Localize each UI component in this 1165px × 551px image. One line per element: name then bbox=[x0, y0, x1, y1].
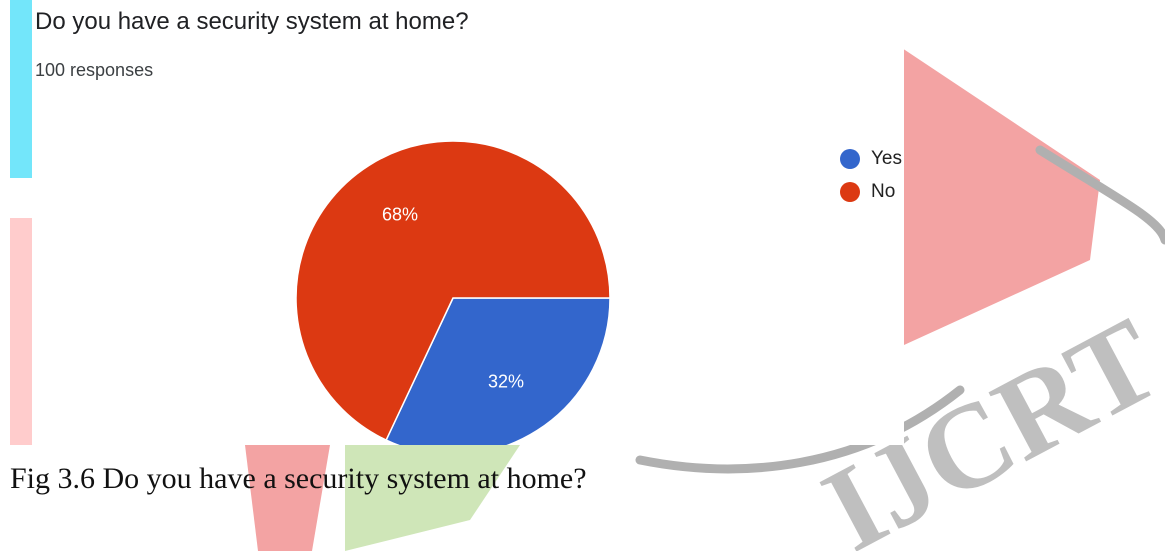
watermark-salmon-shape bbox=[700, 0, 1100, 345]
legend-label-yes: Yes bbox=[871, 147, 902, 169]
legend-label-no: No bbox=[871, 180, 896, 202]
legend-item-yes[interactable]: Yes bbox=[840, 142, 902, 175]
pie-slice-yes[interactable] bbox=[385, 297, 611, 445]
legend-swatch-no bbox=[840, 181, 860, 202]
watermark-gray-arc bbox=[635, 385, 965, 474]
pie-slice-no[interactable] bbox=[295, 140, 611, 442]
legend-item-no[interactable]: No bbox=[840, 175, 902, 208]
chart-subtitle: 100 responses bbox=[35, 60, 154, 80]
watermark-gray-swoosh bbox=[1035, 145, 1165, 245]
pie-label-yes: 32% bbox=[488, 372, 524, 392]
figure-caption: Fig 3.6 Do you have a security system at… bbox=[10, 462, 587, 495]
pie-label-no: 68% bbox=[382, 204, 418, 224]
chart-title: Do you have a security system at home? bbox=[35, 8, 469, 35]
chart-panel: Do you have a security system at home? 1… bbox=[32, 0, 904, 445]
legend-swatch-yes bbox=[840, 148, 860, 169]
chart-legend: Yes No bbox=[840, 142, 902, 208]
watermark-red-bottom-shape bbox=[245, 445, 330, 551]
pie-chart: 32% 68% bbox=[295, 140, 611, 445]
watermark-green-shape bbox=[345, 445, 520, 551]
